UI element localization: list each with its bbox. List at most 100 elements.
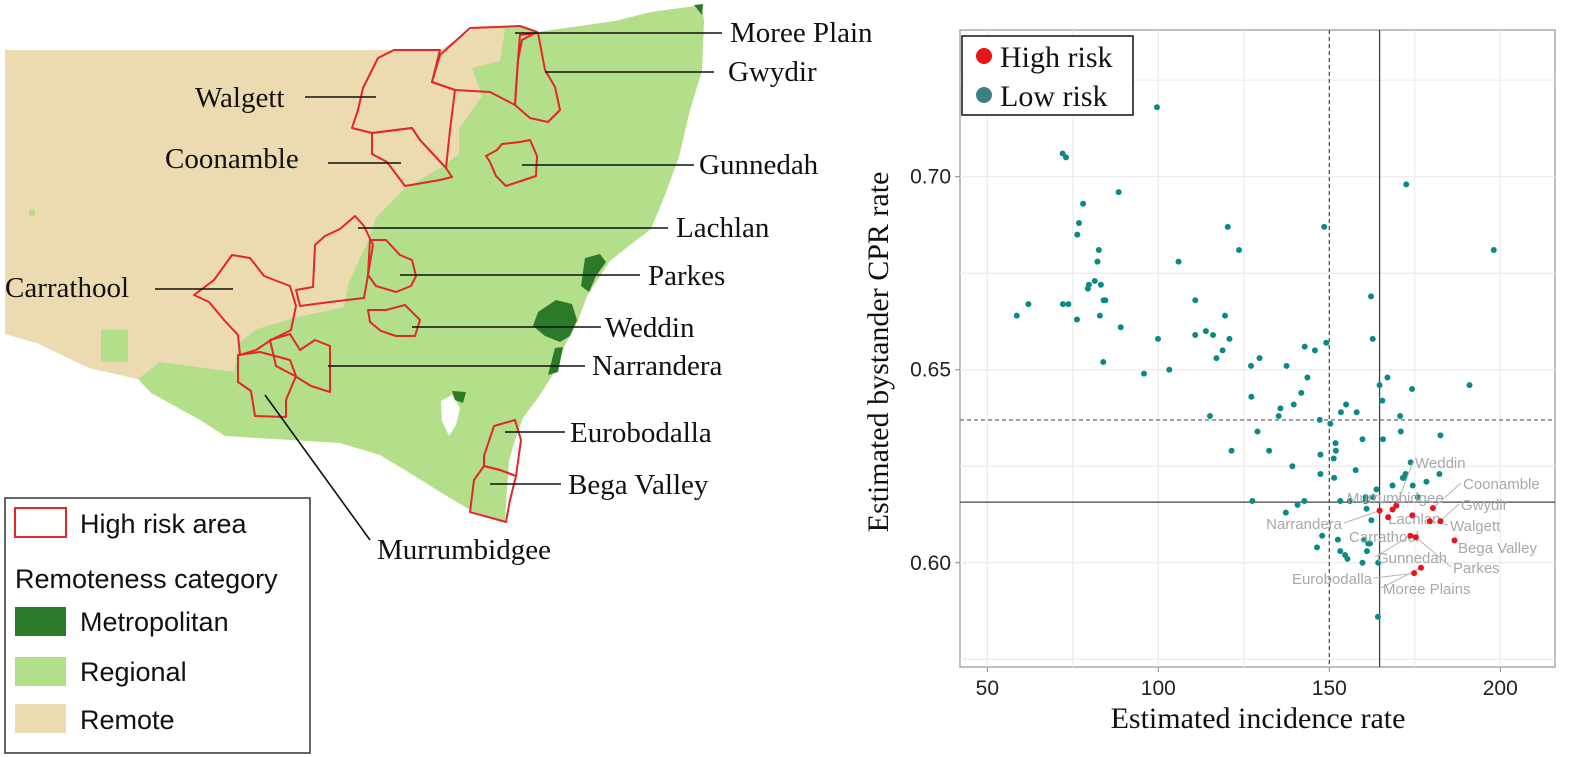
metropolitan-canberra: [452, 391, 466, 403]
low-risk-point: [1202, 328, 1209, 335]
low-risk-point: [1353, 409, 1360, 416]
low-risk-point: [1337, 497, 1344, 504]
label-bega-valley: Bega Valley: [568, 469, 709, 501]
label-lachlan: Lachlan: [676, 212, 770, 244]
region-gunnedah[interactable]: [485, 139, 538, 187]
legend-high-risk: High risk: [1000, 41, 1113, 74]
low-risk-point: [1301, 343, 1308, 350]
metropolitan-wollongong: [548, 347, 563, 375]
low-risk-point: [1256, 355, 1263, 362]
low-risk-point: [1166, 366, 1173, 373]
high-risk-outlines: [193, 25, 561, 523]
low-risk-point: [1374, 613, 1381, 620]
low-risk-point: [1327, 420, 1334, 427]
map-labels: Moree Plain Gwydir Walgett Coonamble Gun…: [5, 17, 873, 566]
high-risk-point: [1385, 514, 1392, 521]
high-risk-point: [1437, 518, 1444, 525]
high-risk-point: [1376, 507, 1383, 514]
label-leader-line: [1432, 482, 1462, 509]
plot-panel: [959, 29, 1556, 668]
low-risk-point: [1102, 297, 1109, 304]
label-leader-line: [1374, 535, 1411, 558]
region-gwydir[interactable]: [514, 32, 561, 123]
low-risk-point: [1437, 432, 1444, 439]
x-tick-label: 50: [976, 677, 999, 700]
legend-metropolitan: Metropolitan: [80, 607, 229, 637]
low-risk-point: [1301, 497, 1308, 504]
low-risk-point: [1423, 478, 1430, 485]
low-risk-point: [1373, 486, 1380, 493]
legend-dot-high: [976, 48, 992, 64]
low-risk-point: [1369, 335, 1376, 342]
high-risk-point: [1412, 534, 1419, 541]
low-risk-point: [1065, 301, 1072, 308]
low-risk-point: [1314, 544, 1320, 551]
low-risk-point: [1254, 428, 1261, 435]
low-risk-point: [1436, 470, 1443, 477]
legend-swatch-metropolitan: [15, 607, 66, 636]
low-risk-point: [1368, 293, 1375, 300]
point-label: Moree Plains: [1383, 581, 1471, 598]
low-risk-point: [1375, 559, 1382, 566]
low-risk-point: [1414, 494, 1421, 501]
y-tick-label: 0.60: [910, 552, 951, 575]
high-risk-point: [1451, 537, 1458, 544]
region-lachlan[interactable]: [295, 215, 374, 307]
low-risk-point: [1343, 401, 1350, 408]
low-risk-point: [1304, 374, 1311, 381]
low-risk-point: [1490, 247, 1497, 254]
low-risk-point: [1337, 548, 1344, 555]
low-risk-point: [1290, 401, 1297, 408]
low-risk-point: [1115, 189, 1122, 196]
legend-swatch-high-risk: [14, 507, 67, 538]
low-risk-point: [1140, 370, 1147, 377]
nsw-map: Moree Plain Gwydir Walgett Coonamble Gun…: [4, 4, 873, 754]
low-risk-point: [1344, 555, 1351, 562]
label-moree-plain: Moree Plain: [730, 17, 873, 49]
low-risk-point: [1063, 154, 1070, 161]
point-label: Weddin: [1415, 455, 1466, 472]
region-weddin[interactable]: [367, 304, 421, 337]
region-moree-plain[interactable]: [431, 25, 538, 106]
low-risk-point: [1298, 389, 1305, 396]
low-risk-point: [1096, 312, 1103, 319]
region-narrandera[interactable]: [269, 333, 331, 393]
region-parkes[interactable]: [367, 239, 417, 293]
metropolitan-newcastle: [581, 254, 606, 292]
low-risk-point: [1360, 536, 1367, 543]
low-risk-point: [1097, 281, 1104, 288]
label-parkes: Parkes: [648, 260, 725, 292]
label-coonamble: Coonamble: [165, 143, 299, 175]
low-risk-point: [1277, 405, 1284, 412]
label-leader-line: [1440, 503, 1460, 522]
point-label: Gunnedah: [1377, 550, 1447, 567]
low-risk-point: [1076, 220, 1082, 227]
high-risk-point: [1407, 532, 1414, 539]
low-risk-point: [1370, 494, 1377, 501]
low-risk-point: [1317, 470, 1324, 477]
low-risk-point: [1359, 559, 1366, 566]
low-risk-point: [1337, 409, 1344, 416]
label-leader-line: [1415, 536, 1452, 568]
point-label: Lachlan: [1388, 511, 1441, 528]
low-risk-point: [1073, 316, 1080, 323]
region-coonamble[interactable]: [371, 127, 453, 187]
low-risk-point: [1294, 501, 1301, 508]
low-risk-point: [1367, 540, 1374, 547]
low-risk-point: [1352, 467, 1359, 474]
region-carrathool[interactable]: [193, 254, 297, 356]
label-leader-line: [1395, 461, 1414, 506]
low-risk-point: [1466, 382, 1473, 389]
low-risk-point: [1095, 247, 1102, 254]
low-risk-point: [1323, 339, 1330, 346]
low-risk-point: [1153, 104, 1160, 111]
low-risk-point: [1363, 548, 1370, 555]
low-risk-point: [1228, 447, 1235, 454]
low-risk-point: [1282, 509, 1289, 516]
region-bega-valley[interactable]: [469, 465, 517, 523]
region-murrumbidgee[interactable]: [237, 351, 297, 418]
gridlines: [960, 30, 1555, 667]
low-risk-point: [1321, 223, 1328, 230]
low-risk-point: [1154, 335, 1161, 342]
map-leader-lines: [155, 32, 722, 541]
